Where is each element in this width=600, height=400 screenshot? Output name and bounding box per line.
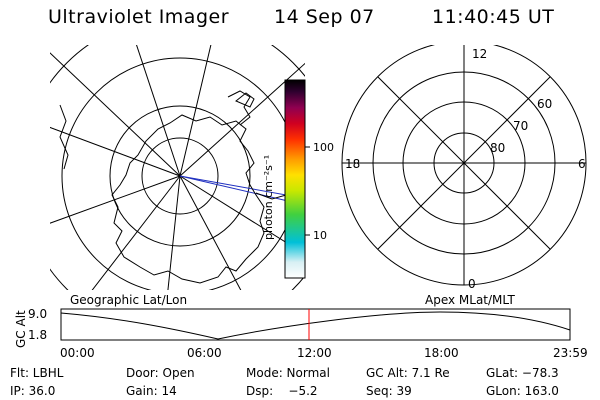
glat-status: GLat: −78.3 bbox=[486, 366, 559, 380]
gc-alt-status: GC Alt: 7.1 Re bbox=[366, 366, 450, 380]
mlt-label-12: 12 bbox=[472, 47, 488, 61]
time-label: 11:40:45 UT bbox=[432, 6, 555, 28]
colorbar bbox=[284, 79, 310, 279]
timeline-frame bbox=[60, 308, 571, 341]
door-status: Door: Open bbox=[126, 366, 195, 380]
colorbar-unit-label: photon cm⁻²s⁻¹ bbox=[262, 154, 275, 240]
colorbar-tick-10: 10 bbox=[313, 229, 327, 242]
mlt-label-6: 6 bbox=[578, 157, 586, 171]
colorbar-tick-100: 100 bbox=[313, 141, 334, 154]
timeline-ylabel: GC Alt bbox=[14, 310, 28, 348]
timeline-ytick-low: 1.8 bbox=[28, 328, 48, 342]
gain-status: Gain: 14 bbox=[126, 384, 177, 398]
mlat-mlt-polar-plot bbox=[341, 45, 587, 286]
right-panel-label: Apex MLat/MLT bbox=[425, 293, 515, 307]
filter-status: Flt: LBHL bbox=[10, 366, 64, 380]
mlt-label-0: 0 bbox=[468, 277, 476, 291]
left-panel-label: Geographic Lat/Lon bbox=[70, 293, 188, 307]
timeline-xtick-0000: 00:00 bbox=[60, 346, 95, 360]
colorbar-gradient bbox=[284, 79, 306, 279]
orbit-altitude-timeline bbox=[60, 308, 571, 341]
glon-status: GLon: 163.0 bbox=[486, 384, 559, 398]
ip-status: IP: 36.0 bbox=[10, 384, 56, 398]
timeline-ytick-high: 9.0 bbox=[28, 307, 48, 321]
timeline-xtick-1200: 12:00 bbox=[297, 346, 332, 360]
dsp-status: Dsp: −5.2 bbox=[246, 384, 318, 398]
mlat-label-60: 60 bbox=[537, 97, 553, 111]
geographic-map bbox=[50, 45, 305, 290]
mode-status: Mode: Normal bbox=[246, 366, 330, 380]
seq-status: Seq: 39 bbox=[366, 384, 412, 398]
mlat-label-80: 80 bbox=[490, 141, 506, 155]
mlat-label-70: 70 bbox=[513, 119, 529, 133]
timeline-xtick-0600: 06:00 bbox=[187, 346, 222, 360]
date-label: 14 Sep 07 bbox=[274, 6, 375, 28]
instrument-title: Ultraviolet Imager bbox=[48, 6, 230, 28]
mlt-label-18: 18 bbox=[345, 157, 361, 171]
map-lat-circle-1 bbox=[141, 137, 219, 215]
timeline-xtick-1800: 18:00 bbox=[424, 346, 459, 360]
timeline-xtick-2359: 23:59 bbox=[553, 346, 588, 360]
altitude-curve bbox=[60, 311, 571, 340]
map-lat-circle-2 bbox=[109, 105, 251, 247]
